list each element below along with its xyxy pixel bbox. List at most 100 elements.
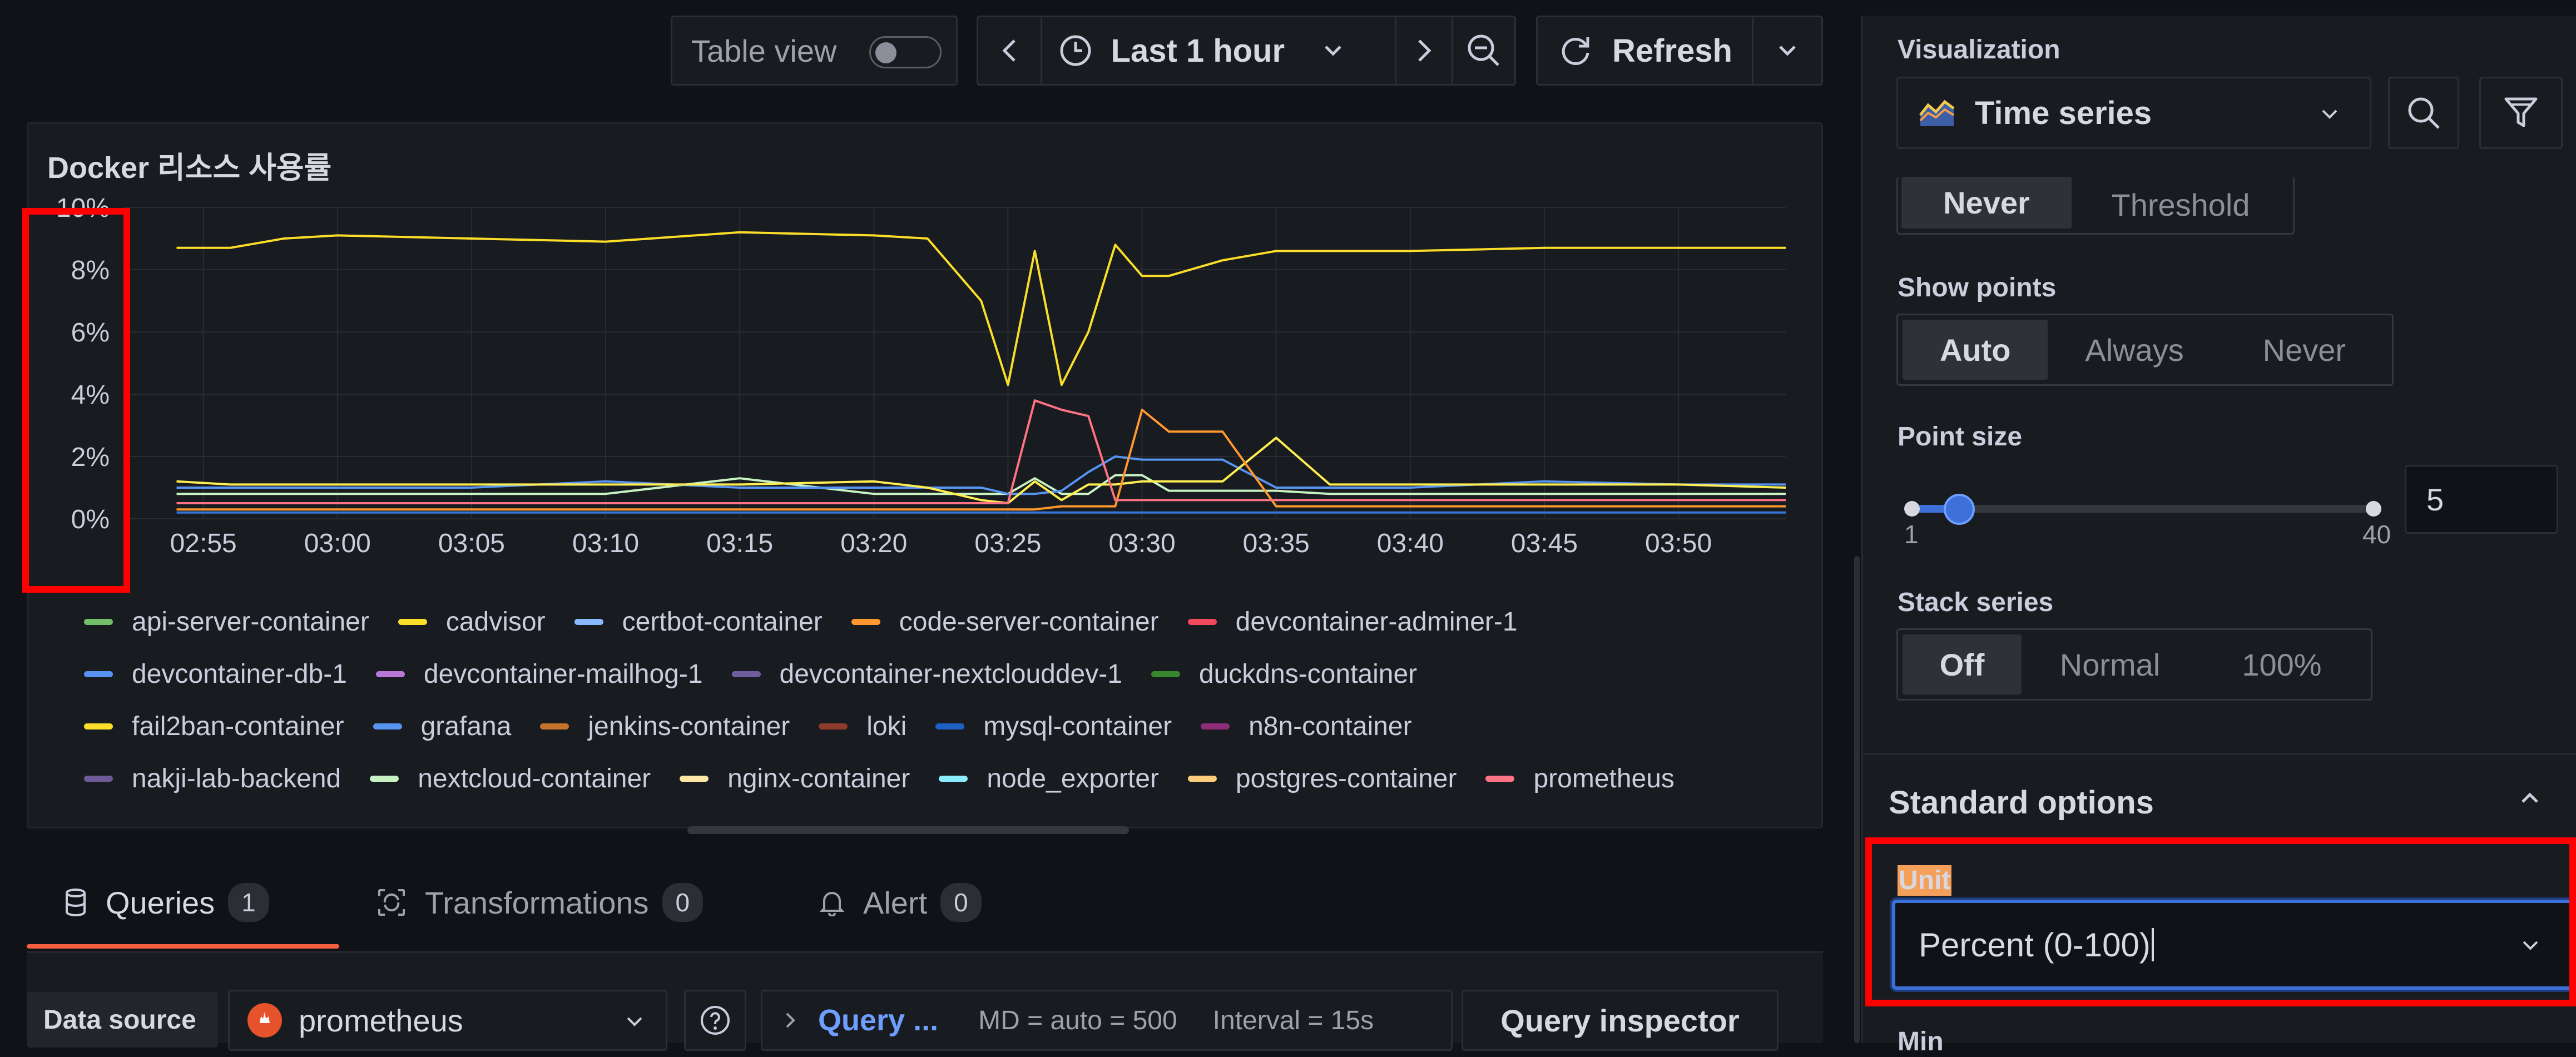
slider-thumb[interactable] xyxy=(1944,494,1975,525)
legend-item[interactable]: devcontainer-mailhog-1 xyxy=(375,659,703,689)
point-size-value: 5 xyxy=(2426,482,2444,517)
data-source-picker[interactable]: prometheus xyxy=(228,990,667,1051)
show-points-auto[interactable]: Auto xyxy=(1903,320,2048,380)
refresh-button[interactable]: Refresh xyxy=(1538,17,1753,84)
point-size-input[interactable]: 5 xyxy=(2405,465,2558,534)
legend-item[interactable]: nakji-lab-backend xyxy=(84,763,341,794)
legend-item[interactable]: fail2ban-container xyxy=(84,711,344,742)
series-line xyxy=(176,455,1786,495)
x-tick-label: 03:35 xyxy=(1243,529,1310,558)
stack-series-off[interactable]: Off xyxy=(1903,634,2022,694)
legend-label: api-server-container xyxy=(132,607,369,637)
tab-alert-label: Alert xyxy=(863,885,928,920)
legend-row: api-server-container cadvisor certbot-cont… xyxy=(84,607,1547,637)
legend-item[interactable]: code-server-container xyxy=(851,607,1159,637)
legend-swatch xyxy=(370,776,399,782)
legend-swatch xyxy=(680,776,709,782)
legend-item[interactable]: nginx-container xyxy=(680,763,910,794)
legend-item[interactable]: nextcloud-container xyxy=(370,763,651,794)
unit-value: Percent (0-100) xyxy=(1919,926,2151,964)
stack-series-100[interactable]: 100% xyxy=(2242,647,2322,682)
legend-item[interactable]: prometheus xyxy=(1485,763,1675,794)
legend-label: loki xyxy=(866,712,907,741)
legend-swatch xyxy=(84,671,113,677)
series-line xyxy=(176,409,1786,511)
options-pane-divider xyxy=(1861,16,1863,1043)
refresh-interval-chevron-icon[interactable] xyxy=(1753,44,1821,57)
options-pane-scroll-thumb[interactable] xyxy=(1854,556,1860,1043)
legend-item[interactable]: duckdns-container xyxy=(1151,659,1417,689)
legend-label: grafana xyxy=(420,712,512,741)
legend-swatch xyxy=(731,671,761,677)
legend-label: prometheus xyxy=(1533,764,1675,793)
stack-series-normal[interactable]: Normal xyxy=(2059,647,2161,682)
filter-options-button[interactable] xyxy=(2479,77,2563,149)
toggle-switch[interactable] xyxy=(869,36,942,68)
connect-nulls-never[interactable]: Never xyxy=(1901,177,2072,229)
legend-item[interactable]: certbot-container xyxy=(574,607,823,637)
chevron-right-icon[interactable] xyxy=(1396,17,1454,84)
zoom-out-icon[interactable] xyxy=(1453,17,1514,84)
query-inspector-label: Query inspector xyxy=(1500,1003,1740,1038)
database-icon xyxy=(65,889,87,916)
legend-item[interactable]: devcontainer-db-1 xyxy=(84,659,347,689)
text-cursor xyxy=(2151,928,2154,961)
refresh-button-group: Refresh xyxy=(1536,16,1823,86)
y-tick-label: 8% xyxy=(71,256,110,285)
legend-swatch xyxy=(1187,776,1217,782)
refresh-icon xyxy=(1558,33,1593,68)
show-points-label: Show points xyxy=(1898,273,2057,302)
time-range-label: Last 1 hour xyxy=(1111,32,1285,69)
show-points-never[interactable]: Never xyxy=(2262,332,2346,368)
legend-swatch xyxy=(1151,671,1180,677)
point-size-slider[interactable] xyxy=(1904,493,2381,526)
legend-label: duckdns-container xyxy=(1198,659,1418,689)
legend-label: certbot-container xyxy=(622,607,823,637)
panel-title: Docker 리소스 사용률 xyxy=(47,151,332,185)
legend-label: cadvisor xyxy=(445,607,546,637)
query-options-link[interactable]: Query ... xyxy=(818,1004,939,1037)
show-points-always[interactable]: Always xyxy=(2085,332,2184,368)
y-axis-highlight xyxy=(22,208,130,593)
legend-item[interactable]: mysql-container xyxy=(935,711,1172,742)
point-size-max: 40 xyxy=(2362,520,2391,549)
legend-item[interactable]: postgres-container xyxy=(1187,763,1457,794)
chevron-left-icon[interactable] xyxy=(978,17,1042,84)
tab-transformations[interactable]: Transformations 0 xyxy=(377,883,704,922)
tab-transformations-count: 0 xyxy=(662,883,704,922)
legend-item[interactable]: grafana xyxy=(373,711,512,742)
standard-options-header[interactable]: Standard options xyxy=(1863,755,2576,834)
series-line xyxy=(176,399,1786,504)
query-inspector-button[interactable]: Query inspector xyxy=(1462,990,1779,1051)
tab-queries-label: Queries xyxy=(106,885,215,920)
legend-item[interactable]: loki xyxy=(819,711,906,742)
unit-label: Unit xyxy=(1898,865,1952,896)
time-range-button[interactable]: Last 1 hour xyxy=(1042,17,1396,84)
query-options-bar[interactable]: Query ... MD = auto = 500 Interval = 15s xyxy=(761,990,1453,1051)
legend-item[interactable]: cadvisor xyxy=(398,607,546,637)
data-source-help-button[interactable] xyxy=(684,990,746,1051)
legend-item[interactable]: devcontainer-nextclouddev-1 xyxy=(731,659,1122,689)
legend-item[interactable]: api-server-container xyxy=(84,607,369,637)
search-options-button[interactable] xyxy=(2388,77,2459,149)
connect-nulls-threshold[interactable]: Threshold xyxy=(2111,187,2250,222)
time-series-icon xyxy=(1919,98,1955,127)
max-data-points-info: MD = auto = 500 xyxy=(978,1005,1177,1035)
legend-item[interactable]: n8n-container xyxy=(1201,711,1412,742)
unit-picker[interactable]: Percent (0-100) xyxy=(1892,900,2573,990)
panel-scrollbar[interactable] xyxy=(687,826,1129,834)
tab-alert[interactable]: Alert 0 xyxy=(820,883,982,922)
legend-swatch xyxy=(398,619,427,625)
tabs-divider xyxy=(27,951,1823,953)
legend-row: fail2ban-container grafana jenkins-contain… xyxy=(84,711,1441,742)
legend-swatch xyxy=(939,776,968,782)
visualization-picker[interactable]: Time series xyxy=(1896,77,2371,149)
tab-queries[interactable]: Queries 1 xyxy=(65,883,269,922)
legend-item[interactable]: jenkins-container xyxy=(540,711,790,742)
legend-item[interactable]: node_exporter xyxy=(939,763,1159,794)
legend-item[interactable]: devcontainer-adminer-1 xyxy=(1187,607,1518,637)
query-bar: Data source prometheus Query ... MD = au… xyxy=(27,953,1823,1051)
table-view-toggle[interactable]: Table view xyxy=(671,16,958,86)
series-line xyxy=(176,474,1786,495)
slider-track xyxy=(1912,505,2374,513)
